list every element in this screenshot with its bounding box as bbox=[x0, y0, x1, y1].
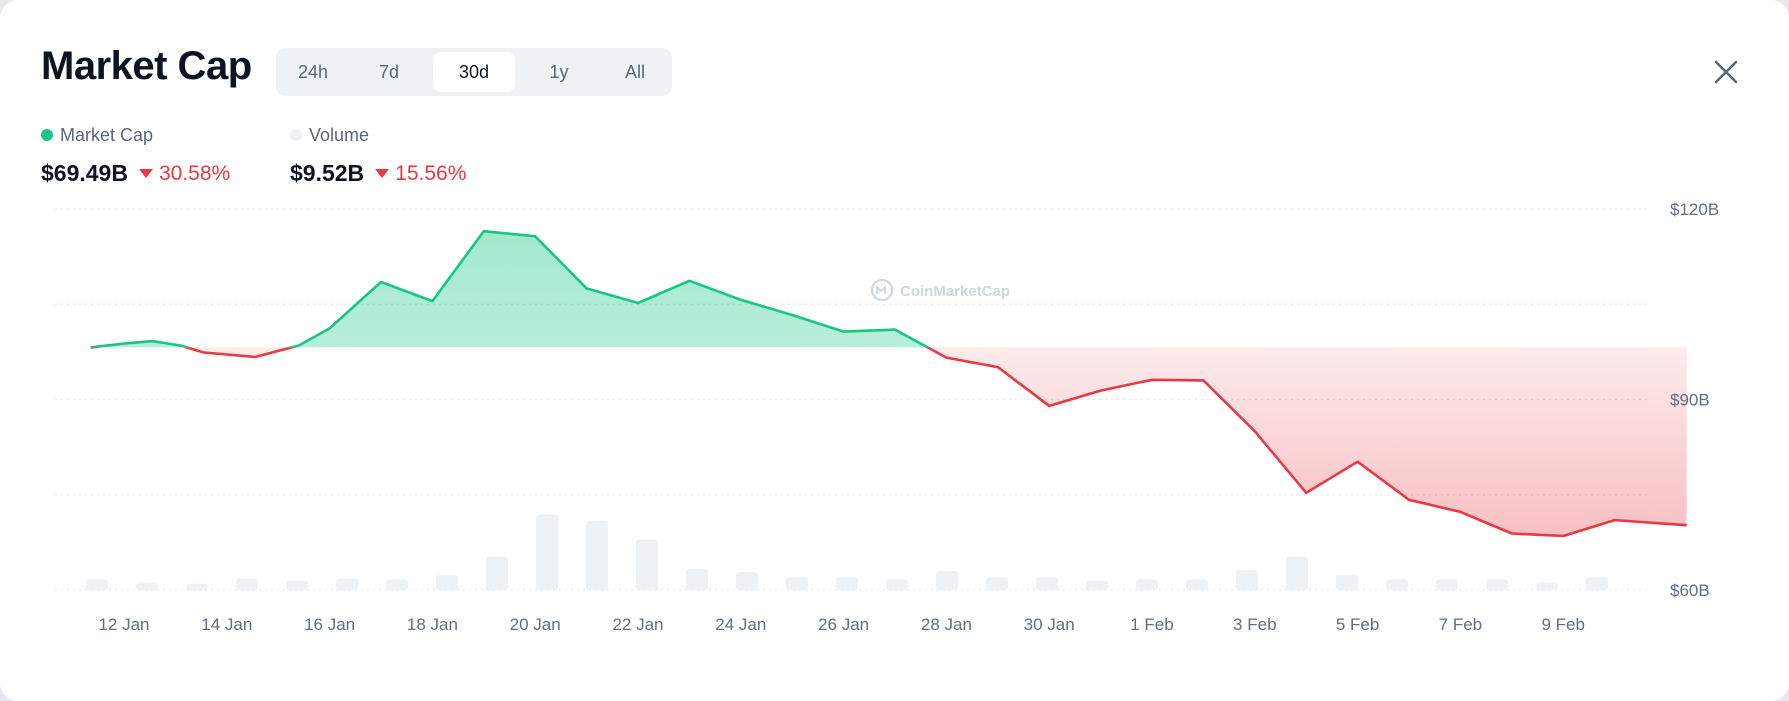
x-axis: 12 Jan 14 Jan 16 Jan 18 Jan 20 Jan 22 Jan 24 J… bbox=[98, 615, 1584, 634]
volume-bar bbox=[1536, 582, 1558, 590]
volume-bar bbox=[586, 520, 608, 590]
y-axis: $120B $90B $60B bbox=[1670, 200, 1719, 600]
volume-bar bbox=[1186, 579, 1208, 590]
volume-bar bbox=[386, 579, 408, 590]
market-cap-value: $69.49B bbox=[41, 160, 128, 186]
coinmarketcap-watermark: CoinMarketCap bbox=[870, 278, 1010, 302]
volume-bar bbox=[536, 514, 558, 590]
volume-value: $9.52B bbox=[290, 160, 365, 186]
volume-bar bbox=[1086, 580, 1108, 590]
volume-bar bbox=[786, 577, 808, 590]
volume-bar bbox=[936, 571, 958, 590]
caret-down-icon bbox=[375, 169, 390, 178]
x-tick-label: 16 Jan bbox=[304, 615, 355, 634]
watermark-text: CoinMarketCap bbox=[900, 283, 1010, 300]
x-tick-label: 5 Feb bbox=[1336, 615, 1379, 634]
price-area bbox=[90, 231, 1687, 536]
x-tick-label: 14 Jan bbox=[201, 615, 252, 634]
volume-bar bbox=[136, 582, 158, 590]
volume-bar bbox=[736, 572, 758, 590]
tab-7d[interactable]: 7d bbox=[378, 61, 400, 82]
area-above-baseline bbox=[90, 231, 1687, 348]
volume-bar bbox=[986, 577, 1008, 590]
volume-dot-icon bbox=[290, 129, 302, 141]
tab-all[interactable]: All bbox=[624, 61, 645, 82]
legend-volume[interactable]: Volume $9.52B 15.56% bbox=[290, 124, 466, 187]
line-above-baseline bbox=[90, 229, 931, 348]
volume-bars bbox=[86, 514, 1608, 590]
y-tick-label: $90B bbox=[1670, 391, 1710, 410]
time-range-tabs: 24h 7d 30d 1y All bbox=[276, 48, 672, 96]
tab-1y[interactable]: 1y bbox=[549, 61, 569, 82]
volume-bar bbox=[236, 578, 258, 590]
volume-bar bbox=[1236, 570, 1258, 590]
coinmarketcap-logo-mark bbox=[876, 284, 886, 294]
volume-bar bbox=[686, 569, 708, 590]
y-tick-label: $60B bbox=[1670, 581, 1710, 600]
volume-bar bbox=[886, 579, 908, 590]
caret-down-icon bbox=[138, 169, 153, 178]
close-icon bbox=[1714, 60, 1738, 84]
volume-bar bbox=[86, 579, 108, 590]
market-cap-dot-icon bbox=[41, 129, 53, 141]
x-tick-label: 7 Feb bbox=[1439, 615, 1482, 634]
x-tick-label: 26 Jan bbox=[818, 615, 869, 634]
x-tick-label: 20 Jan bbox=[510, 615, 561, 634]
x-tick-label: 1 Feb bbox=[1130, 615, 1173, 634]
volume-bar bbox=[1336, 575, 1358, 590]
page-title: Market Cap bbox=[41, 44, 252, 88]
volume-bar bbox=[1136, 579, 1158, 590]
volume-bar bbox=[836, 577, 858, 590]
legend-market-cap[interactable]: Market Cap $69.49B 30.58% bbox=[41, 124, 230, 187]
x-tick-label: 3 Feb bbox=[1233, 615, 1276, 634]
volume-bar bbox=[486, 556, 508, 590]
x-tick-label: 24 Jan bbox=[715, 615, 766, 634]
volume-bar bbox=[336, 578, 358, 590]
grid-lines bbox=[55, 208, 1650, 591]
volume-bar bbox=[286, 580, 308, 590]
market-cap-change-value: 30.58% bbox=[158, 161, 231, 185]
y-tick-label: $120B bbox=[1670, 200, 1719, 219]
volume-bar bbox=[1286, 556, 1308, 590]
coinmarketcap-logo-icon bbox=[870, 278, 894, 302]
x-tick-label: 28 Jan bbox=[921, 615, 972, 634]
volume-change-value: 15.56% bbox=[395, 161, 467, 185]
x-tick-label: 22 Jan bbox=[612, 615, 663, 634]
tab-24h[interactable]: 24h bbox=[297, 61, 329, 82]
volume-bar bbox=[1036, 577, 1058, 590]
volume-bar bbox=[1386, 579, 1408, 590]
area-below-baseline bbox=[186, 347, 1687, 536]
close-button[interactable] bbox=[1712, 58, 1740, 86]
volume-bar bbox=[1586, 577, 1608, 590]
x-tick-label: 12 Jan bbox=[98, 615, 149, 634]
market-cap-change: 30.58% bbox=[138, 161, 231, 186]
volume-bar bbox=[186, 583, 208, 590]
legend-market-cap-label: Market Cap bbox=[60, 124, 154, 145]
legend-volume-label: Volume bbox=[309, 124, 370, 145]
volume-change: 15.56% bbox=[375, 162, 466, 186]
x-tick-label: 18 Jan bbox=[407, 615, 458, 634]
x-tick-label: 9 Feb bbox=[1541, 615, 1584, 634]
volume-bar bbox=[1436, 579, 1458, 590]
volume-bar bbox=[636, 539, 658, 590]
x-tick-label: 30 Jan bbox=[1024, 615, 1075, 634]
volume-bar bbox=[1486, 579, 1508, 590]
price-line bbox=[90, 229, 1687, 538]
line-below-baseline bbox=[90, 347, 1687, 538]
tab-30d[interactable]: 30d bbox=[433, 52, 515, 92]
volume-bar bbox=[436, 575, 458, 590]
